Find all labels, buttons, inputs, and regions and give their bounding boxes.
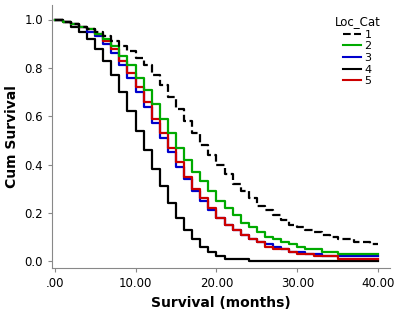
X-axis label: Survival (months): Survival (months)	[152, 296, 291, 310]
Y-axis label: Cum Survival: Cum Survival	[5, 85, 19, 188]
Legend: 1, 2, 3, 4, 5: 1, 2, 3, 4, 5	[330, 11, 385, 91]
